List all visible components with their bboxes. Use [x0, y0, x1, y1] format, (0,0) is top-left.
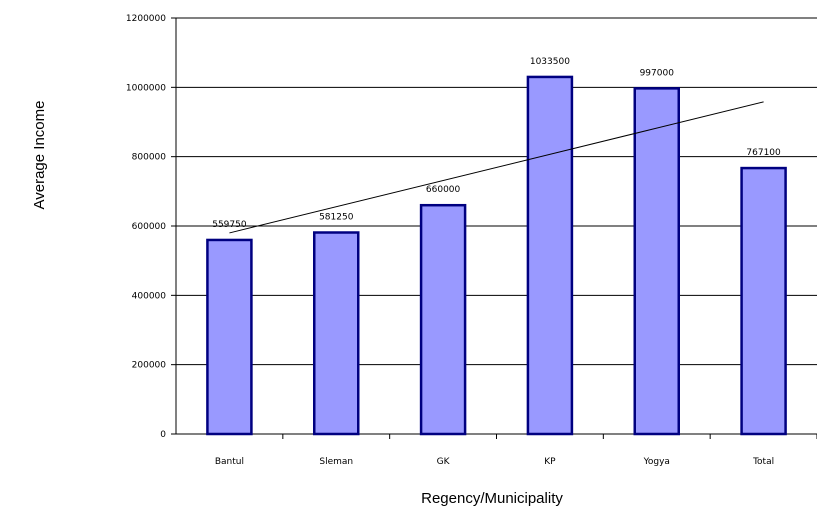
- bar-bantul: [206, 238, 253, 436]
- category-labels: Bantul Sleman GK KP Yogya Total: [215, 457, 774, 467]
- bar-sleman: [313, 231, 360, 436]
- y-tick-label: 800000: [132, 153, 167, 163]
- category-label: Yogya: [643, 457, 670, 467]
- data-label: 660000: [426, 185, 461, 195]
- y-tick-label: 0: [160, 430, 166, 440]
- bar-yogya: [633, 87, 680, 436]
- category-label: Bantul: [215, 457, 244, 467]
- x-axis-title: Regency/Municipality: [421, 490, 563, 507]
- category-label: Total: [752, 457, 774, 467]
- bar-kp: [526, 75, 574, 436]
- trendline: [229, 101, 764, 234]
- data-label: 997000: [640, 68, 675, 78]
- y-tick-label: 600000: [132, 222, 167, 232]
- axes: [171, 17, 817, 439]
- category-label: GK: [437, 457, 451, 467]
- y-tick-label: 400000: [132, 291, 167, 301]
- category-label: Sleman: [319, 457, 353, 467]
- data-label: 1033500: [530, 57, 570, 67]
- bars: [206, 75, 787, 436]
- data-label: 581250: [319, 213, 354, 223]
- category-label: KP: [544, 457, 556, 467]
- trendline-layer: [229, 101, 764, 234]
- y-tick-labels: 0 200000 400000 600000 800000 1000000 1200000: [126, 14, 166, 440]
- y-axis-title: Average Income: [31, 101, 48, 210]
- bar-total: [740, 166, 787, 436]
- data-label: 559750: [212, 220, 247, 230]
- gridlines: [176, 17, 817, 366]
- y-tick-label: 1200000: [126, 14, 166, 24]
- bar-gk: [419, 203, 467, 436]
- data-label: 767100: [746, 148, 781, 158]
- y-tick-label: 200000: [132, 361, 167, 371]
- y-tick-label: 1000000: [126, 83, 166, 93]
- data-labels: 559750 581250 660000 1033500 997000 767100: [212, 57, 781, 230]
